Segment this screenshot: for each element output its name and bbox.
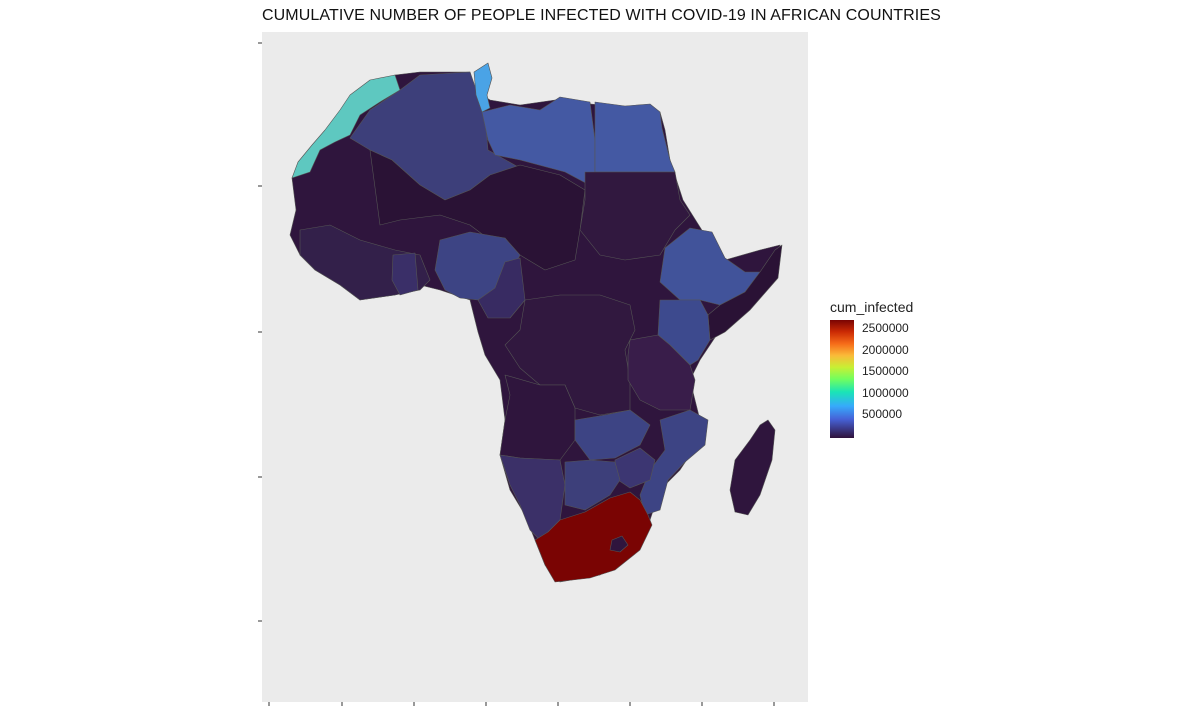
legend-label-500000: 500000 <box>862 407 903 421</box>
region-egypt[interactable] <box>594 101 676 173</box>
region-lesotho <box>609 535 629 553</box>
y-axis-ticks <box>258 42 262 622</box>
legend-colorbar <box>830 320 854 438</box>
region-botswana <box>564 459 621 511</box>
region-angola <box>499 374 576 461</box>
legend-label-1500000: 1500000 <box>862 364 909 378</box>
region-ghana <box>391 252 419 296</box>
legend-label-1000000: 1000000 <box>862 386 909 400</box>
legend-label-2000000: 2000000 <box>862 343 909 357</box>
region-drc <box>504 294 636 416</box>
region-tunisia[interactable] <box>473 62 493 113</box>
legend-label-2500000: 2500000 <box>862 321 909 335</box>
region-madagascar <box>729 419 776 516</box>
legend-title: cum_infected <box>830 299 914 315</box>
region-somalia <box>707 244 783 341</box>
region-south-africa[interactable] <box>534 491 653 583</box>
region-cameroon <box>477 257 526 319</box>
region-morocco[interactable] <box>291 74 401 179</box>
region-sudan <box>579 171 691 261</box>
chart-title: CUMULATIVE NUMBER OF PEOPLE INFECTED WIT… <box>262 7 941 24</box>
region-zambia[interactable] <box>574 409 651 461</box>
x-axis-ticks <box>268 702 775 706</box>
